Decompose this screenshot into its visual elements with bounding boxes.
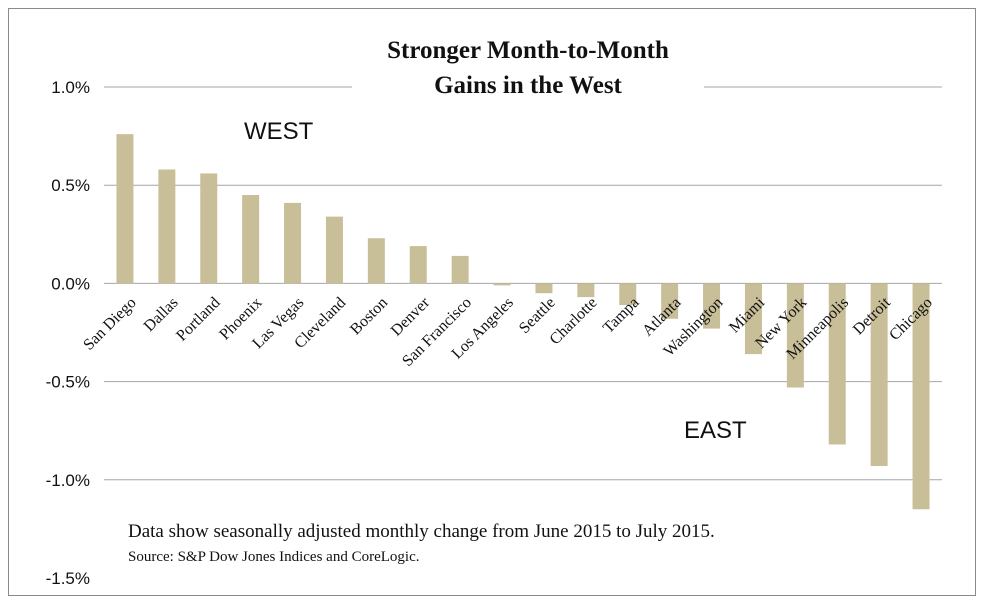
bar (451, 255, 469, 284)
bar (284, 202, 302, 284)
bar (577, 283, 595, 298)
bar (744, 283, 762, 355)
bar (200, 173, 218, 284)
bar (619, 283, 637, 306)
y-axis-ticks: 1.0% 0.5% 0.0% -0.5% -1.0% -1.5% (46, 78, 90, 588)
source-note: Source: S&P Dow Jones Indices and CoreLo… (128, 549, 419, 565)
category-label: Boston (347, 294, 391, 338)
bar (325, 216, 343, 284)
data-note: Data show seasonally adjusted monthly ch… (128, 521, 715, 542)
y-tick-label: -1.5% (46, 569, 90, 588)
chart-title-line-1: Stronger Month-to-Month (387, 37, 669, 64)
bar (535, 283, 553, 294)
bar (828, 283, 846, 445)
bar (116, 134, 134, 284)
bar (870, 283, 888, 467)
west-annotation: WEST (244, 118, 314, 145)
bars (116, 134, 930, 510)
bar (409, 246, 427, 284)
title-background (352, 26, 704, 104)
y-tick-label: -1.0% (46, 471, 90, 490)
bar (912, 283, 930, 510)
bar (661, 283, 679, 319)
category-label: San Diego (80, 294, 139, 353)
y-tick-label: 0.5% (51, 176, 90, 195)
bar (242, 195, 260, 284)
y-tick-label: 1.0% (51, 78, 90, 97)
chart-frame (8, 8, 976, 596)
y-tick-label: -0.5% (46, 373, 90, 392)
y-tick-label: 0.0% (51, 274, 90, 293)
chart-title-line-2: Gains in the West (434, 72, 622, 99)
bar (703, 283, 721, 329)
bar (786, 283, 804, 388)
bar (158, 169, 176, 284)
bar (493, 283, 511, 286)
bar (367, 238, 385, 284)
category-label: Portland (173, 294, 223, 344)
east-annotation: EAST (684, 417, 747, 444)
gridlines (104, 86, 942, 481)
